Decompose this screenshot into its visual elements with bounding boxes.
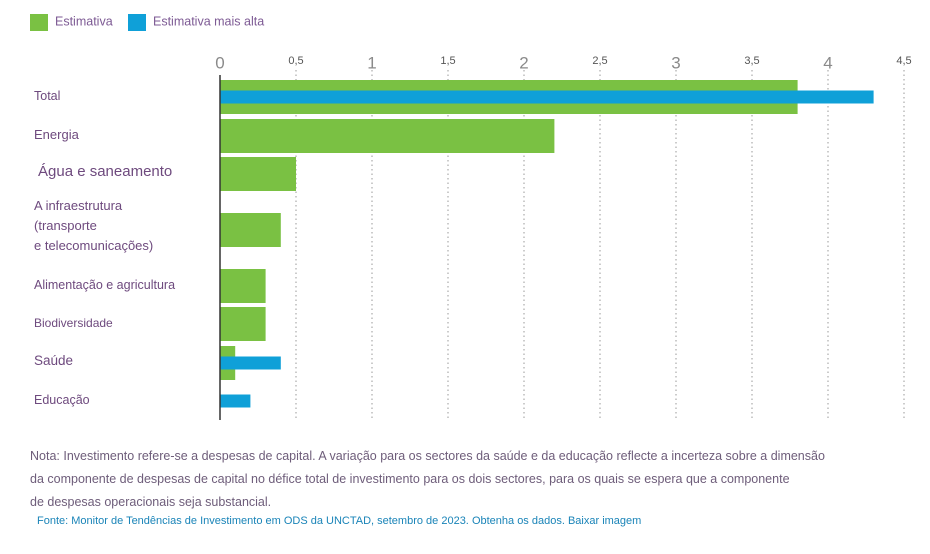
y-tick-label: Energia xyxy=(34,127,79,142)
y-tick-label: Educação xyxy=(34,393,90,407)
legend-label: Estimativa xyxy=(55,14,113,28)
bar xyxy=(220,269,266,303)
bar xyxy=(220,307,266,341)
y-tick-label: Saúde xyxy=(34,353,74,368)
y-tick-label: Água e saneamento xyxy=(38,163,173,180)
bar xyxy=(220,90,874,104)
x-tick-label: 1,5 xyxy=(440,55,455,67)
bar xyxy=(220,157,296,191)
x-tick-label: 3,5 xyxy=(744,55,759,67)
bar xyxy=(220,213,281,247)
legend-label: Estimativa mais alta xyxy=(153,14,264,28)
bar xyxy=(220,119,555,153)
bar xyxy=(220,356,281,370)
note-line: da componente de despesas de capital no … xyxy=(30,472,790,486)
legend-swatch xyxy=(30,14,48,31)
note: Nota: Investimento refere-se a despesas … xyxy=(30,445,825,514)
x-tick-label: 2 xyxy=(519,53,528,72)
legend-swatch xyxy=(128,14,146,31)
note-line: Nota: Investimento refere-se a despesas … xyxy=(30,449,825,463)
source-block: Fonte: Monitor de Tendências de Investim… xyxy=(37,515,641,527)
x-tick-label: 3 xyxy=(671,53,680,72)
y-tick-label: A infraestrutura (transporte e telecomun… xyxy=(34,198,154,253)
y-tick-label: Total xyxy=(34,89,61,103)
bar xyxy=(220,394,251,408)
x-tick-label: 4 xyxy=(823,53,832,72)
chart: Estimativa Estimativa mais alta 0 0,5 1 1,5 2 2… xyxy=(30,14,912,420)
link[interactable]: Baixar imagem xyxy=(567,515,642,527)
link[interactable]: Obtenha os dados. xyxy=(471,515,565,527)
y-tick-label: Alimentação e agricultura xyxy=(34,278,176,292)
x-tick-label: 2,5 xyxy=(592,55,607,67)
x-tick-label: 0,5 xyxy=(288,55,303,67)
x-tick-label: 4,5 xyxy=(896,55,911,67)
x-tick-label: 1 xyxy=(367,53,376,72)
note-line: de despesas operacionais seja substancia… xyxy=(30,495,272,509)
source: Fonte: Monitor de Tendências de Investim… xyxy=(37,515,469,527)
y-tick-label: Biodiversidade xyxy=(34,316,113,330)
x-tick-label: 0 xyxy=(215,53,224,72)
